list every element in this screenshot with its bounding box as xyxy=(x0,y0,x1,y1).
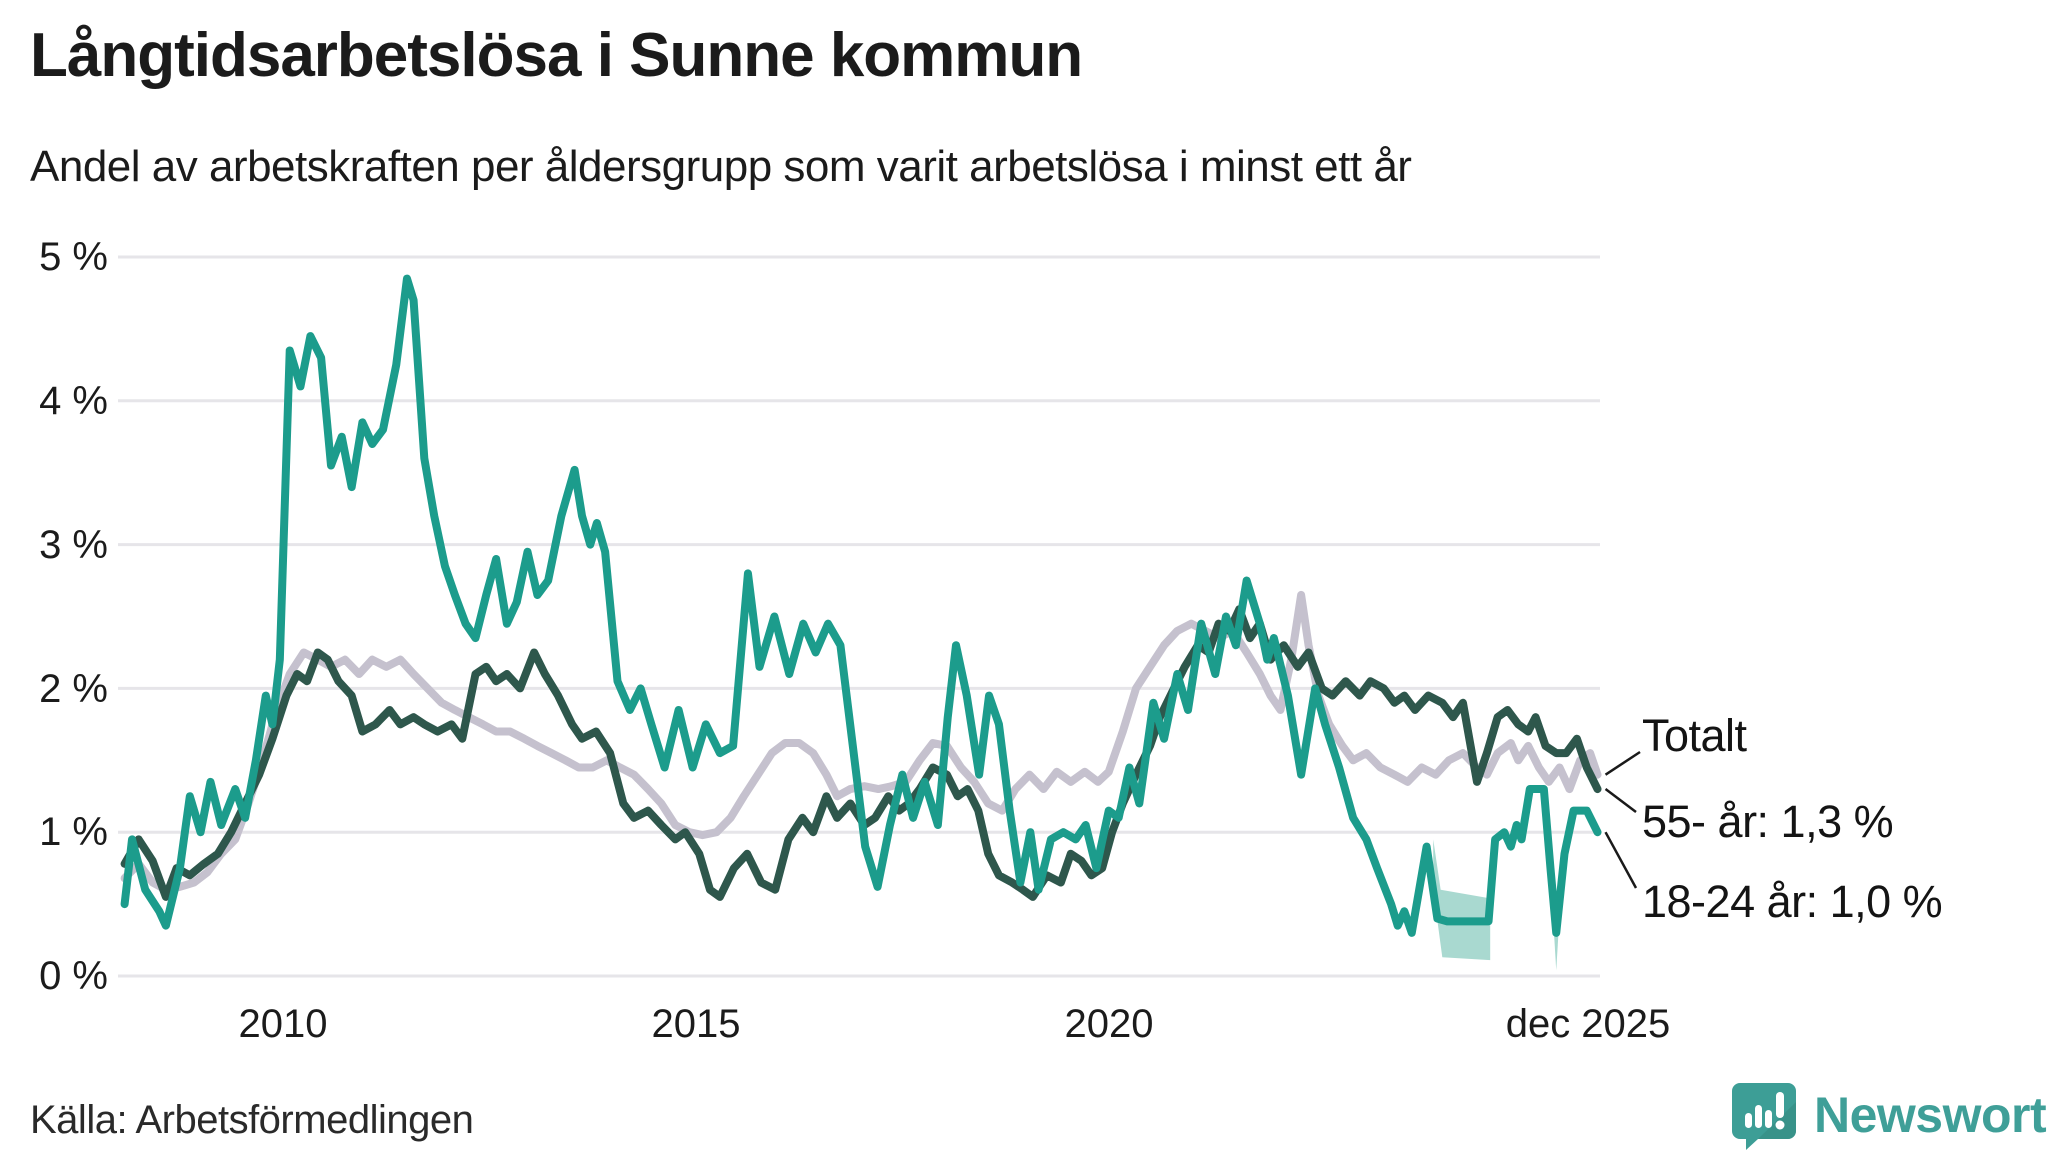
page-subtitle: Andel av arbetskraften per åldersgrupp s… xyxy=(30,142,1412,191)
y-tick-4: 4 % xyxy=(39,379,108,423)
pointer-line-18-24-r xyxy=(1604,831,1638,889)
newsworthy-wordmark: Newsworthy xyxy=(1814,1087,2048,1143)
annotation-totalt: Totalt xyxy=(1642,710,1747,761)
pointer-line-55-r xyxy=(1604,788,1637,813)
y-tick-0: 0 % xyxy=(39,954,108,998)
x-tick-2020: 2020 xyxy=(1064,1002,1154,1046)
series-line-18-24-r xyxy=(120,274,1602,937)
annotation-55-ar: 55- år: 1,3 % xyxy=(1642,796,1894,847)
source-credit: Källa: Arbetsförmedlingen xyxy=(30,1098,474,1142)
newsworthy-logo-icon xyxy=(1732,1083,1796,1150)
series-line-55-r xyxy=(120,605,1602,901)
page-title: Långtidsarbetslösa i Sunne kommun xyxy=(30,21,1083,90)
y-tick-1: 1 % xyxy=(39,810,108,854)
y-tick-5: 5 % xyxy=(39,235,108,279)
x-tick-2015: 2015 xyxy=(651,1002,741,1046)
pointer-line-totalt xyxy=(1604,750,1641,776)
newsworthy-brand[interactable]: Newsworthy xyxy=(1732,1080,2048,1150)
x-tick-2010: 2010 xyxy=(238,1002,328,1046)
annotation-18-24-ar: 18-24 år: 1,0 % xyxy=(1642,876,1943,927)
x-tick-dec2025: dec 2025 xyxy=(1505,1002,1671,1046)
y-tick-3: 3 % xyxy=(39,523,108,567)
y-tick-2: 2 % xyxy=(39,667,108,711)
uncertainty-band-0 xyxy=(1433,839,1491,961)
